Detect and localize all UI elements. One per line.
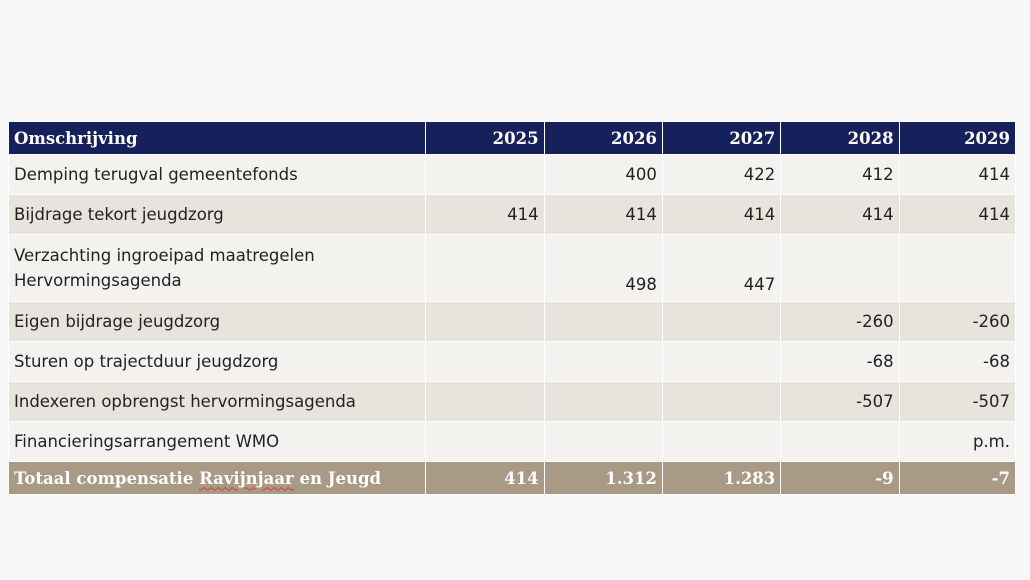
row-description: Bijdrage tekort jeugdzorg	[7, 194, 427, 235]
total-label-part1: Totaal compensatie	[14, 468, 200, 488]
row-value: 447	[661, 234, 782, 302]
row-value: -507	[898, 381, 1017, 422]
row-value: 414	[661, 194, 782, 235]
row-value: -260	[780, 301, 900, 342]
row-value: p.m.	[898, 421, 1017, 462]
row-value	[425, 341, 545, 382]
row-value: -68	[780, 341, 900, 382]
row-value	[425, 154, 545, 195]
row-value	[661, 381, 782, 422]
row-value	[898, 234, 1017, 302]
table-row: Bijdrage tekort jeugdzorg 414 414 414 41…	[7, 194, 1017, 235]
total-value-2029: -7	[898, 461, 1017, 495]
total-value-2028: -9	[780, 461, 900, 495]
row-value: -68	[898, 341, 1017, 382]
row-value	[543, 421, 663, 462]
header-year-2029: 2029	[898, 121, 1017, 155]
row-value: 422	[661, 154, 782, 195]
row-value	[425, 381, 545, 422]
row-value	[780, 234, 900, 302]
table-header: Omschrijving 2025 2026 2027 2028 2029	[7, 121, 1017, 155]
row-description: Eigen bijdrage jeugdzorg	[7, 301, 427, 342]
row-value: 414	[898, 154, 1017, 195]
total-label: Totaal compensatie Ravijnjaar en Jeugd	[7, 461, 427, 495]
row-description: Financieringsarrangement WMO	[7, 421, 427, 462]
header-year-2025: 2025	[425, 121, 545, 155]
table-row: Financieringsarrangement WMO p.m.	[7, 421, 1017, 462]
row-value: -507	[780, 381, 900, 422]
header-description: Omschrijving	[7, 121, 427, 155]
header-year-2028: 2028	[780, 121, 900, 155]
row-description: Sturen op trajectduur jeugdzorg	[7, 341, 427, 382]
total-label-part3: en Jeugd	[293, 468, 382, 488]
row-value: 498	[543, 234, 663, 302]
compensation-table-container: Omschrijving 2025 2026 2027 2028 2029 De…	[7, 121, 1017, 495]
row-value	[425, 421, 545, 462]
header-year-2027: 2027	[661, 121, 782, 155]
table-body: Demping terugval gemeentefonds 400 422 4…	[7, 154, 1017, 462]
row-value	[661, 421, 782, 462]
row-description: Demping terugval gemeentefonds	[7, 154, 427, 195]
total-value-2027: 1.283	[661, 461, 782, 495]
total-value-2025: 414	[425, 461, 545, 495]
row-value	[425, 301, 545, 342]
table-row: Indexeren opbrengst hervormingsagenda -5…	[7, 381, 1017, 422]
row-value	[543, 301, 663, 342]
row-description: Verzachting ingroeipad maatregelen Hervo…	[7, 234, 427, 302]
row-value: 414	[425, 194, 545, 235]
row-value: -260	[898, 301, 1017, 342]
table-row: Verzachting ingroeipad maatregelen Hervo…	[7, 234, 1017, 302]
table-row: Eigen bijdrage jeugdzorg -260 -260	[7, 301, 1017, 342]
row-value: 412	[780, 154, 900, 195]
row-value: 414	[543, 194, 663, 235]
total-label-misspelled-word: Ravijnjaar	[199, 468, 294, 488]
table-row: Sturen op trajectduur jeugdzorg -68 -68	[7, 341, 1017, 382]
row-value	[780, 421, 900, 462]
header-year-2026: 2026	[543, 121, 663, 155]
row-description: Indexeren opbrengst hervormingsagenda	[7, 381, 427, 422]
row-value	[425, 234, 545, 302]
row-value: 414	[898, 194, 1017, 235]
row-value	[661, 341, 782, 382]
header-row: Omschrijving 2025 2026 2027 2028 2029	[7, 121, 1017, 155]
row-value	[543, 341, 663, 382]
table-row: Demping terugval gemeentefonds 400 422 4…	[7, 154, 1017, 195]
total-row: Totaal compensatie Ravijnjaar en Jeugd 4…	[7, 461, 1017, 495]
row-value	[661, 301, 782, 342]
table-footer: Totaal compensatie Ravijnjaar en Jeugd 4…	[7, 461, 1017, 495]
row-value: 400	[543, 154, 663, 195]
row-value: 414	[780, 194, 900, 235]
total-value-2026: 1.312	[543, 461, 663, 495]
row-value	[543, 381, 663, 422]
compensation-table: Omschrijving 2025 2026 2027 2028 2029 De…	[7, 121, 1017, 495]
